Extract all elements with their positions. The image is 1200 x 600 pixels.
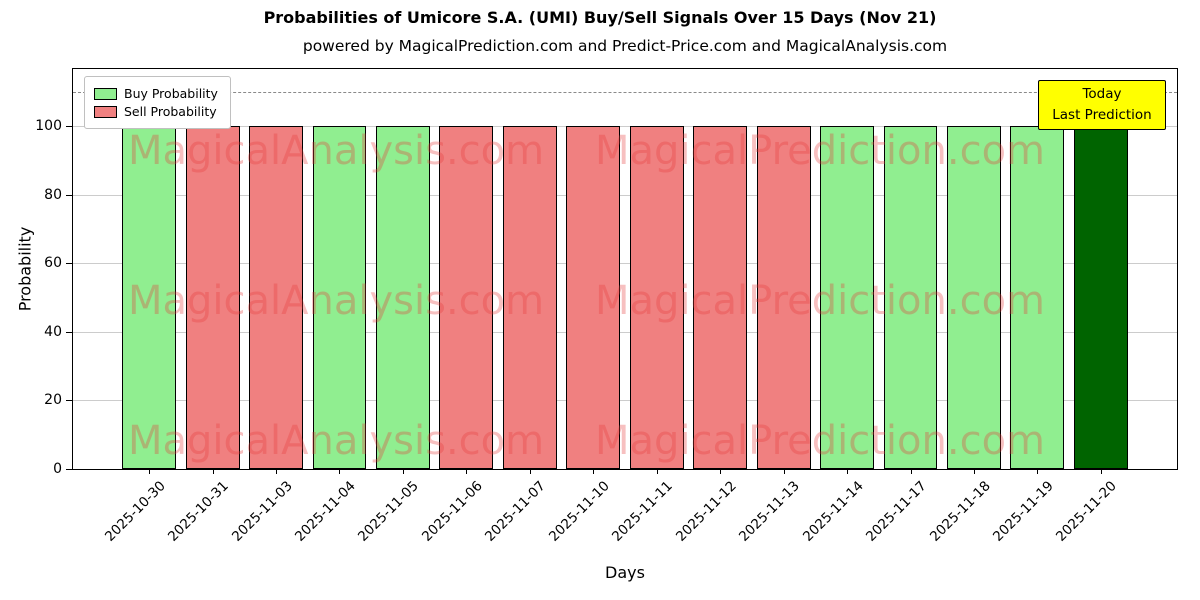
annotation-line-today: Today (1082, 86, 1122, 102)
bar-sell (502, 125, 557, 469)
x-tick-mark (529, 470, 531, 474)
y-tick-mark (66, 469, 72, 470)
x-tick-mark (339, 470, 341, 474)
y-tick-label: 100 (35, 117, 62, 134)
bar-buy (883, 125, 938, 469)
bar-sell (693, 125, 748, 469)
x-tick-label: 2025-11-19 (989, 478, 1057, 545)
h-gridline (73, 263, 1177, 265)
legend-label: Buy Probability (124, 86, 218, 101)
bar-buy (947, 125, 1001, 469)
x-tick-mark (402, 470, 404, 474)
x-tick-label: 2025-11-05 (355, 478, 423, 545)
y-tick-mark (66, 400, 72, 402)
y-axis-label: Probability (15, 226, 35, 312)
x-tick-mark (973, 470, 975, 474)
bar-sell (249, 125, 303, 469)
y-tick-mark (66, 125, 72, 127)
y-tick-mark (66, 331, 72, 333)
bar-buy (122, 125, 177, 469)
x-tick-mark (1100, 470, 1102, 474)
bar-sell (629, 125, 684, 469)
today-annotation: Today Last Prediction (1038, 80, 1166, 130)
x-tick-label: 2025-11-12 (672, 478, 740, 545)
h-gridline (73, 331, 1177, 333)
x-tick-mark (783, 470, 785, 474)
x-tick-label: 2025-11-14 (799, 478, 867, 545)
x-tick-label: 2025-11-04 (291, 478, 359, 545)
bar-buy (375, 125, 430, 469)
x-tick-label: 2025-11-10 (545, 478, 613, 545)
bar-sell (185, 125, 240, 469)
bar-sell (439, 125, 494, 469)
bar-sell (566, 125, 621, 469)
x-tick-mark (1037, 470, 1039, 474)
h-gridline (73, 194, 1177, 196)
x-tick-label: 2025-11-18 (926, 478, 994, 545)
x-tick-mark (656, 470, 658, 474)
x-tick-label: 2025-10-31 (165, 478, 232, 545)
legend-swatch (94, 87, 117, 100)
y-tick-label: 80 (44, 186, 62, 203)
h-gridline (73, 400, 1177, 402)
y-tick-label: 40 (44, 323, 62, 340)
legend-swatch (94, 105, 117, 118)
chart-subtitle: powered by MagicalPrediction.com and Pre… (302, 37, 948, 55)
x-tick-mark (593, 470, 595, 474)
y-tick-label: 60 (44, 255, 62, 272)
chart-title: Probabilities of Umicore S.A. (UMI) Buy/… (263, 8, 937, 27)
legend-entry: Buy Probability (94, 86, 218, 101)
y-tick-mark (66, 194, 72, 196)
bar-buy (312, 125, 367, 469)
x-tick-mark (149, 470, 151, 474)
x-tick-label: 2025-11-17 (863, 478, 930, 545)
h-gridline (73, 125, 1177, 127)
y-tick-label: 20 (44, 392, 62, 409)
threshold-dashed-line (73, 91, 1177, 93)
x-tick-mark (466, 470, 468, 474)
x-tick-label: 2025-11-11 (609, 478, 677, 545)
x-tick-mark (212, 470, 214, 474)
bar-sell (756, 125, 811, 469)
bar-buy (820, 125, 875, 469)
x-tick-mark (720, 470, 722, 474)
x-tick-mark (910, 470, 912, 474)
x-tick-label: 2025-11-13 (736, 478, 803, 545)
y-tick-label: 0 (53, 461, 62, 477)
legend: Buy Probability Sell Probability (84, 76, 231, 129)
x-tick-mark (847, 470, 849, 474)
x-tick-label: 2025-11-07 (482, 478, 550, 545)
y-tick-mark (66, 263, 72, 265)
legend-label: Sell Probability (124, 104, 217, 119)
x-tick-label: 2025-11-03 (228, 478, 296, 545)
x-tick-label: 2025-11-20 (1053, 478, 1121, 545)
annotation-line-last-prediction: Last Prediction (1052, 106, 1152, 123)
bar-today (1073, 125, 1128, 469)
x-tick-label: 2025-10-30 (101, 478, 169, 545)
bar-buy (1010, 125, 1065, 469)
x-tick-label: 2025-11-06 (418, 478, 486, 545)
x-axis-label: Days (605, 563, 645, 582)
x-tick-mark (276, 470, 278, 474)
legend-entry: Sell Probability (94, 104, 218, 119)
plot-area (72, 68, 1178, 470)
